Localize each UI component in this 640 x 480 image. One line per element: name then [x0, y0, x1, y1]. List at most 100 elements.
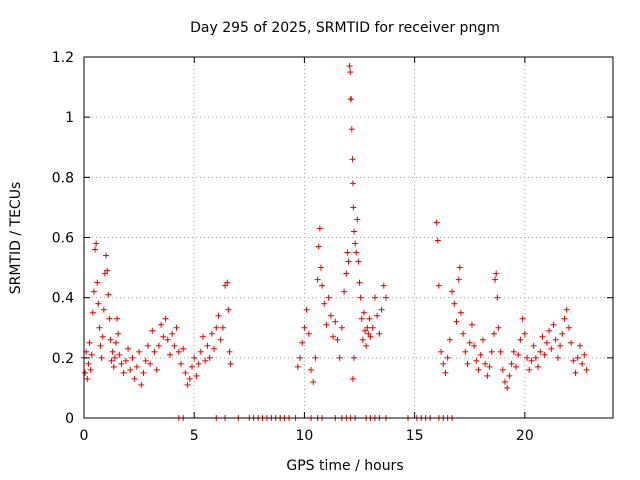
- data-point: [348, 96, 355, 103]
- data-point: [438, 348, 445, 355]
- x-tick-label: 10: [296, 428, 314, 444]
- data-point: [89, 309, 96, 316]
- data-point: [173, 324, 180, 331]
- y-tick-label: 0.4: [52, 291, 74, 307]
- data-point: [351, 228, 358, 235]
- data-point: [526, 366, 533, 373]
- data-point: [352, 240, 359, 247]
- data-point: [120, 369, 127, 376]
- data-point: [350, 204, 357, 211]
- y-axis-label: SRMTID / TECUs: [8, 182, 24, 295]
- data-point: [160, 333, 167, 340]
- data-point: [115, 330, 122, 337]
- data-point: [106, 315, 113, 322]
- data-point: [519, 315, 526, 322]
- data-point: [87, 366, 94, 373]
- data-point: [321, 300, 328, 307]
- data-point: [294, 363, 301, 370]
- data-point: [506, 372, 513, 379]
- data-point: [208, 330, 215, 337]
- data-point: [314, 276, 321, 283]
- data-point: [343, 270, 350, 277]
- data-point: [554, 354, 561, 361]
- data-point: [493, 270, 500, 277]
- data-point: [535, 363, 542, 370]
- data-point: [111, 354, 118, 361]
- data-point: [351, 354, 358, 361]
- data-point: [97, 342, 104, 349]
- data-point: [99, 333, 106, 340]
- data-point: [572, 369, 579, 376]
- data-point: [88, 351, 95, 358]
- data-point: [204, 342, 211, 349]
- data-point: [530, 342, 537, 349]
- x-tick-label: 5: [190, 428, 199, 444]
- data-point: [308, 366, 315, 373]
- data-point: [444, 354, 451, 361]
- data-point: [346, 63, 353, 70]
- data-point: [559, 330, 566, 337]
- data-point: [513, 363, 520, 370]
- y-tick-label: 0: [65, 411, 74, 427]
- data-point: [93, 240, 100, 247]
- data-point: [358, 315, 365, 322]
- data-point: [186, 375, 193, 382]
- data-point: [453, 318, 460, 325]
- data-point: [182, 369, 189, 376]
- data-point: [364, 324, 371, 331]
- data-point: [206, 354, 213, 361]
- data-point: [359, 336, 366, 343]
- data-point: [133, 363, 140, 370]
- data-point: [92, 246, 99, 253]
- data-point: [162, 315, 169, 322]
- data-point: [581, 351, 588, 358]
- data-point: [462, 348, 469, 355]
- data-point: [327, 312, 334, 319]
- data-point: [222, 282, 229, 289]
- data-point: [579, 360, 586, 367]
- data-point: [226, 348, 233, 355]
- data-point: [104, 267, 111, 274]
- data-point: [466, 339, 473, 346]
- data-point: [122, 357, 129, 364]
- data-point: [353, 249, 360, 256]
- data-point: [468, 321, 475, 328]
- data-point: [153, 366, 160, 373]
- data-point: [382, 294, 389, 301]
- data-point: [539, 333, 546, 340]
- y-tick-label: 1: [65, 110, 74, 126]
- data-point: [362, 327, 369, 334]
- data-point: [433, 219, 440, 226]
- data-point: [357, 294, 364, 301]
- data-point: [521, 330, 528, 337]
- data-point: [488, 348, 495, 355]
- data-point: [315, 243, 322, 250]
- data-point: [440, 360, 447, 367]
- data-point: [305, 330, 312, 337]
- data-point: [90, 288, 97, 295]
- data-point: [565, 324, 572, 331]
- data-point: [303, 306, 310, 313]
- data-point: [336, 354, 343, 361]
- data-point: [479, 336, 486, 343]
- data-point: [550, 321, 557, 328]
- data-point: [548, 345, 555, 352]
- data-point: [217, 336, 224, 343]
- data-point: [456, 264, 463, 271]
- data-point: [84, 375, 91, 382]
- plot-frame: [83, 56, 614, 419]
- data-point: [524, 354, 531, 361]
- data-point: [136, 348, 143, 355]
- data-point: [435, 282, 442, 289]
- data-point: [376, 330, 383, 337]
- data-point: [349, 180, 356, 187]
- data-point: [96, 324, 103, 331]
- data-point: [211, 345, 218, 352]
- data-point: [363, 342, 370, 349]
- data-point: [319, 282, 326, 289]
- data-point: [471, 342, 478, 349]
- axis-ticks: 0 5 10 15 20 0 0.2 0.4 0.6 0.8 1 1.2: [52, 50, 613, 444]
- data-point: [166, 351, 173, 358]
- data-point: [499, 366, 506, 373]
